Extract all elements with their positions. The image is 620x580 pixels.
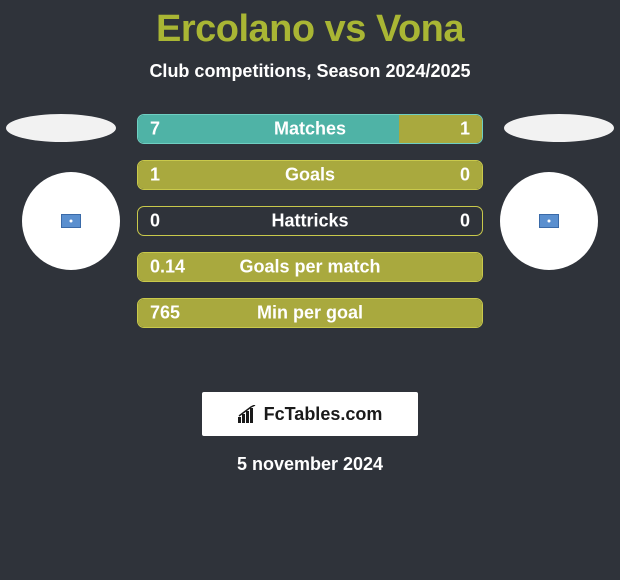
- stat-bars: 7 Matches 1 1 Goals 0 0 Hattricks 0: [137, 114, 483, 344]
- stat-value-right: 1: [460, 119, 470, 140]
- stat-value-right: 0: [460, 211, 470, 232]
- chart-area: 7 Matches 1 1 Goals 0 0 Hattricks 0: [0, 114, 620, 374]
- stat-label: Goals per match: [138, 257, 482, 278]
- player-avatar-right: [504, 114, 614, 142]
- stat-value-right: 0: [460, 165, 470, 186]
- stat-row-hattricks: 0 Hattricks 0: [137, 206, 483, 236]
- flag-icon: [61, 214, 81, 228]
- flag-icon: [539, 214, 559, 228]
- footer-logo-text: FcTables.com: [264, 404, 383, 425]
- stat-row-matches: 7 Matches 1: [137, 114, 483, 144]
- stat-label: Min per goal: [138, 303, 482, 324]
- stat-row-goals: 1 Goals 0: [137, 160, 483, 190]
- footer-logo[interactable]: FcTables.com: [202, 392, 418, 436]
- bar-chart-icon: [238, 405, 260, 423]
- stat-label: Hattricks: [138, 211, 482, 232]
- club-badge-right: [500, 172, 598, 270]
- subtitle: Club competitions, Season 2024/2025: [0, 61, 620, 82]
- stat-label: Goals: [138, 165, 482, 186]
- player-avatar-left: [6, 114, 116, 142]
- stat-label: Matches: [138, 119, 482, 140]
- stat-row-min-per-goal: 765 Min per goal: [137, 298, 483, 328]
- club-badge-left: [22, 172, 120, 270]
- footer-date: 5 november 2024: [0, 454, 620, 475]
- comparison-card: Ercolano vs Vona Club competitions, Seas…: [0, 0, 620, 475]
- page-title: Ercolano vs Vona: [0, 0, 620, 51]
- stat-row-goals-per-match: 0.14 Goals per match: [137, 252, 483, 282]
